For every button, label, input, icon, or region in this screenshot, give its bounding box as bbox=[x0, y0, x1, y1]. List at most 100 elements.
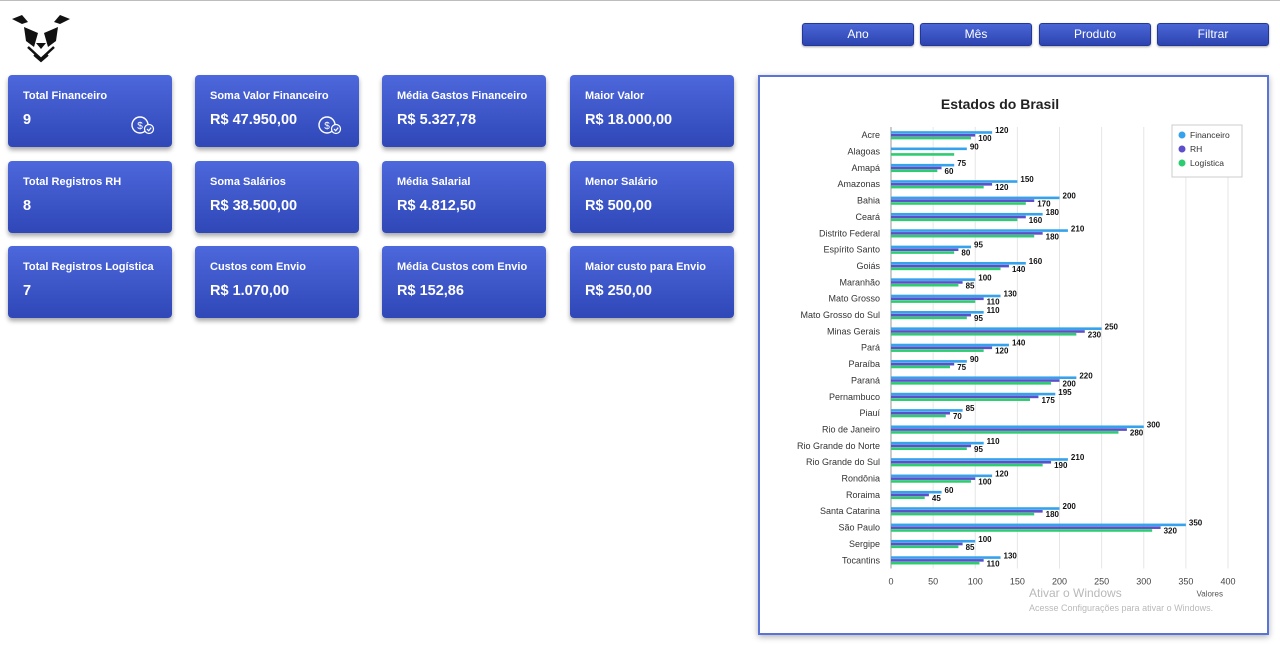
bar-rh bbox=[891, 133, 976, 137]
y-tick-label: Piauí bbox=[859, 408, 880, 418]
data-label: 195 bbox=[1058, 388, 1072, 397]
bar-financeiro bbox=[891, 556, 1001, 559]
kpi-title: Menor Salário bbox=[585, 176, 658, 188]
data-label: 180 bbox=[1046, 510, 1060, 519]
data-label: 160 bbox=[1029, 216, 1043, 225]
data-label: 150 bbox=[1020, 175, 1034, 184]
kpi-value: R$ 18.000,00 bbox=[585, 112, 673, 128]
data-label: 95 bbox=[974, 445, 983, 454]
y-tick-label: Amapá bbox=[851, 163, 880, 173]
bar-rh bbox=[891, 510, 1043, 513]
bar-rh bbox=[891, 232, 1043, 235]
bar-rh bbox=[891, 281, 963, 284]
bar-financeiro bbox=[891, 409, 963, 412]
bar-logística bbox=[891, 545, 959, 549]
data-label: 250 bbox=[1105, 322, 1119, 331]
bar-financeiro bbox=[891, 458, 1068, 461]
bar-logística bbox=[891, 398, 1031, 401]
bar-logística bbox=[891, 234, 1035, 238]
kpi-title: Total Registros Logística bbox=[23, 261, 154, 273]
kpi-card-media-gastos-financeiro: Média Gastos Financeiro R$ 5.327,78 bbox=[382, 75, 546, 147]
money-icon: $ bbox=[131, 116, 155, 135]
data-label: 120 bbox=[995, 183, 1009, 192]
bar-rh bbox=[891, 526, 1161, 529]
filter-mes-button[interactable]: Mês bbox=[920, 23, 1032, 46]
bar-chart: Estados do Brasil 0 50 100 150 200 250 300 350 40… bbox=[797, 96, 1243, 598]
data-label: 280 bbox=[1130, 428, 1144, 437]
filter-ano-button[interactable]: Ano bbox=[802, 23, 914, 46]
data-label: 200 bbox=[1063, 192, 1077, 201]
kpi-card-maior-custo-envio: Maior custo para Envio R$ 250,00 bbox=[570, 246, 734, 318]
y-tick-label: Roraima bbox=[846, 490, 880, 500]
svg-text:$: $ bbox=[324, 121, 330, 132]
bar-financeiro bbox=[891, 327, 1102, 330]
kpi-card-maior-valor: Maior Valor R$ 18.000,00 bbox=[570, 75, 734, 147]
kpi-card-menor-salario: Menor Salário R$ 500,00 bbox=[570, 161, 734, 233]
kpi-card-total-registros-rh: Total Registros RH 8 bbox=[8, 161, 172, 233]
bar-financeiro bbox=[891, 311, 984, 314]
kpi-value: R$ 5.327,78 bbox=[397, 112, 477, 128]
x-tick-label: 250 bbox=[1094, 576, 1109, 586]
data-label: 175 bbox=[1041, 396, 1055, 405]
bar-financeiro bbox=[891, 539, 976, 543]
bar-logística bbox=[891, 414, 946, 418]
legend-marker bbox=[1178, 145, 1186, 153]
data-label: 200 bbox=[1063, 379, 1077, 388]
bar-rh bbox=[891, 493, 929, 497]
data-label: 350 bbox=[1189, 519, 1203, 528]
bar-financeiro bbox=[891, 343, 1009, 347]
x-tick-label: 150 bbox=[1010, 576, 1025, 586]
y-tick-label: Mato Grosso do Sul bbox=[800, 310, 880, 320]
data-label: 60 bbox=[945, 167, 954, 176]
bar-logística bbox=[891, 496, 925, 500]
bar-financeiro bbox=[891, 147, 967, 151]
bar-financeiro bbox=[891, 294, 1001, 298]
windows-watermark-title: Ativar o Windows bbox=[1029, 586, 1122, 600]
kpi-value: 9 bbox=[23, 112, 32, 128]
money-icon: $ bbox=[318, 116, 342, 135]
kpi-title: Soma Salários bbox=[210, 176, 286, 188]
data-label: 95 bbox=[974, 314, 983, 323]
data-label: 60 bbox=[945, 486, 954, 495]
filtrar-button[interactable]: Filtrar bbox=[1157, 23, 1269, 46]
bar-logística bbox=[891, 185, 984, 189]
data-label: 75 bbox=[957, 363, 966, 372]
filter-produto-button[interactable]: Produto bbox=[1039, 23, 1151, 46]
bar-rh bbox=[891, 395, 1039, 399]
chart-title: Estados do Brasil bbox=[941, 96, 1059, 112]
bar-rh bbox=[891, 297, 984, 301]
data-label: 100 bbox=[978, 273, 992, 282]
bar-financeiro bbox=[891, 490, 942, 494]
data-label: 100 bbox=[978, 478, 992, 487]
bar-financeiro bbox=[891, 523, 1186, 527]
windows-watermark-subtitle: Acesse Configurações para ativar o Windo… bbox=[1029, 603, 1214, 613]
y-tick-label: Goiás bbox=[856, 261, 880, 271]
bar-logística bbox=[891, 332, 1077, 336]
x-tick-label: 350 bbox=[1178, 576, 1193, 586]
bar-logística bbox=[891, 529, 1153, 532]
data-label: 100 bbox=[978, 134, 992, 143]
data-label: 140 bbox=[1012, 339, 1026, 348]
data-label: 45 bbox=[932, 494, 941, 503]
svg-text:$: $ bbox=[137, 121, 143, 132]
bar-financeiro bbox=[891, 278, 976, 281]
y-tick-label: Ceará bbox=[855, 212, 880, 222]
y-tick-label: Paraíba bbox=[848, 359, 880, 369]
bar-logística bbox=[891, 153, 955, 156]
legend-marker bbox=[1178, 131, 1186, 139]
y-tick-label: Rio Grande do Sul bbox=[806, 457, 880, 467]
bar-financeiro bbox=[891, 425, 1144, 429]
legend-entry: RH bbox=[1190, 144, 1202, 154]
bar-rh bbox=[891, 248, 959, 252]
panda-logo bbox=[12, 15, 70, 63]
data-label: 220 bbox=[1079, 371, 1093, 380]
bar-rh bbox=[891, 362, 955, 366]
legend-entry: Logística bbox=[1190, 158, 1224, 168]
data-label: 85 bbox=[966, 281, 975, 290]
bar-logística bbox=[891, 365, 950, 369]
data-label: 85 bbox=[966, 404, 975, 413]
y-tick-label: Pernambuco bbox=[829, 392, 880, 402]
bar-financeiro bbox=[891, 212, 1043, 216]
kpi-title: Média Salarial bbox=[397, 176, 471, 188]
bar-logística bbox=[891, 382, 1052, 385]
